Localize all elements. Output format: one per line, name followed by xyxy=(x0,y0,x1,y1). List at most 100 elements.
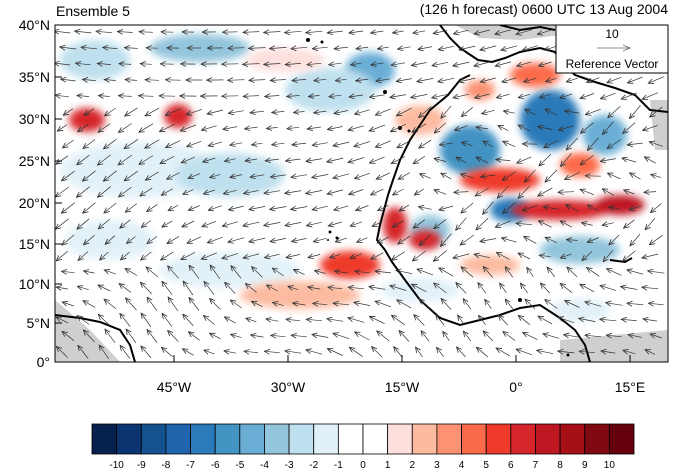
wind-vector xyxy=(441,105,452,118)
wind-vector xyxy=(369,287,386,290)
wind-vector xyxy=(249,206,266,209)
wind-vector xyxy=(292,79,307,80)
wind-vector xyxy=(55,218,69,229)
wind-vector xyxy=(356,47,369,49)
wind-vector xyxy=(349,31,364,33)
wind-vector xyxy=(141,220,152,228)
wind-vector xyxy=(78,123,89,132)
wind-vector xyxy=(207,109,224,114)
wind-vector xyxy=(286,319,301,320)
wind-vector xyxy=(650,106,663,117)
wind-vector xyxy=(168,204,179,210)
colorbar-box xyxy=(510,423,536,455)
wind-vector xyxy=(581,122,594,134)
wind-vector xyxy=(480,239,497,242)
colorbar-box xyxy=(584,423,610,455)
wind-vector xyxy=(201,252,217,259)
wind-vector xyxy=(145,107,160,116)
wind-vector xyxy=(434,219,447,228)
wind-vector xyxy=(285,222,302,225)
wind-vector xyxy=(545,109,558,116)
wind-vector xyxy=(264,351,280,352)
wind-vector xyxy=(495,29,512,34)
wind-vector xyxy=(587,268,600,277)
wind-vector xyxy=(502,171,516,181)
wind-vector xyxy=(246,318,257,322)
wind-vector xyxy=(329,95,342,96)
wind-vector xyxy=(585,335,602,337)
wind-vector xyxy=(104,299,117,310)
wind-vector xyxy=(480,77,496,82)
wind-vector xyxy=(105,329,116,344)
wind-vector xyxy=(223,127,238,130)
wind-vector xyxy=(600,319,617,321)
wind-vector xyxy=(306,350,323,355)
wind-vector xyxy=(372,221,383,227)
wind-vector xyxy=(348,125,364,130)
wind-vector xyxy=(483,331,494,342)
wind-vector xyxy=(202,220,217,226)
colorbar-box xyxy=(91,423,118,455)
wind-vector xyxy=(120,345,131,359)
wind-vector xyxy=(396,107,412,116)
wind-vector xyxy=(312,335,329,338)
wind-vector xyxy=(124,170,139,181)
wind-vector xyxy=(623,350,636,353)
wind-vector xyxy=(285,63,301,64)
wind-vector xyxy=(390,123,406,131)
wind-vector xyxy=(348,318,365,323)
wind-vector xyxy=(621,92,637,99)
wind-vector xyxy=(228,111,244,114)
lat-label-30n: 30°N xyxy=(19,111,50,127)
wind-vector xyxy=(414,315,425,326)
wind-vector xyxy=(250,111,265,113)
wind-vector xyxy=(168,266,179,279)
wind-vector xyxy=(103,170,117,181)
wind-vector xyxy=(119,64,132,65)
wind-vector xyxy=(77,154,90,165)
wind-vector xyxy=(398,47,411,49)
wind-vector xyxy=(644,157,656,164)
wind-vector xyxy=(603,121,614,135)
wind-vector xyxy=(62,139,74,148)
wind-vector xyxy=(476,347,488,358)
wind-vector xyxy=(417,269,434,276)
wind-vector xyxy=(357,237,368,243)
wind-vector xyxy=(270,207,287,210)
wind-vector xyxy=(371,63,384,65)
wind-vector xyxy=(327,127,343,130)
wind-vector xyxy=(538,61,552,66)
wind-vector xyxy=(180,124,196,131)
wind-vector xyxy=(461,267,474,278)
wind-vector xyxy=(97,154,111,165)
wind-vector xyxy=(96,31,113,32)
wind-vector xyxy=(126,329,137,344)
wind-vector xyxy=(375,108,391,115)
wind-vector xyxy=(439,268,454,277)
wind-vector xyxy=(162,220,173,227)
colorbar-tick-label: 7 xyxy=(533,460,539,471)
wind-vector xyxy=(244,191,259,194)
wind-vector xyxy=(62,170,75,181)
wind-vector xyxy=(98,123,111,133)
wind-vector xyxy=(520,283,528,294)
wind-vector xyxy=(204,350,215,354)
wind-vector xyxy=(458,315,465,326)
wind-vector xyxy=(104,270,116,275)
wind-vector xyxy=(501,45,518,50)
wind-vector xyxy=(308,95,320,96)
wind-vector xyxy=(245,127,258,129)
wind-vector xyxy=(411,94,428,97)
wind-vector xyxy=(497,185,509,198)
colorbar-tick-label: -1 xyxy=(334,460,343,471)
wind-vector xyxy=(413,219,426,228)
wind-vector xyxy=(166,140,181,147)
wind-vector xyxy=(623,250,636,261)
wind-vector xyxy=(98,285,111,292)
lon-label-30w: 30°W xyxy=(271,379,306,395)
wind-vector xyxy=(443,331,450,341)
wind-vector xyxy=(208,205,222,211)
wind-vector xyxy=(104,107,116,116)
wind-vector xyxy=(182,220,195,227)
wind-vector xyxy=(203,315,215,325)
